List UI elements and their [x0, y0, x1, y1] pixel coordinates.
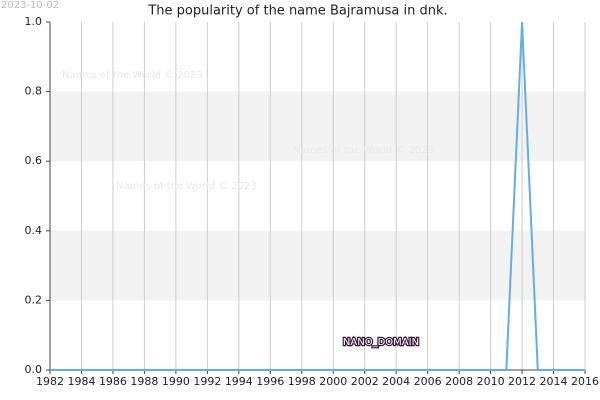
x-tick-label: 2012 [508, 375, 536, 388]
grid-band [50, 230, 585, 301]
x-tick-label: 2006 [414, 375, 442, 388]
x-tick-label: 1988 [130, 375, 158, 388]
x-tick-label: 1990 [162, 375, 190, 388]
x-tick-label: 2008 [445, 375, 473, 388]
x-tick-label: 1996 [256, 375, 284, 388]
x-tick-label: 2016 [571, 375, 599, 388]
x-tick-label: 2014 [540, 375, 568, 388]
x-tick-label: 2004 [382, 375, 410, 388]
domain-label: NANO_DOMAIN [343, 337, 419, 348]
x-tick-label: 1998 [288, 375, 316, 388]
y-tick-label: 0.0 [25, 363, 43, 376]
x-tick-label: 1992 [193, 375, 221, 388]
y-tick-label: 0.8 [25, 85, 43, 98]
y-tick-label: 0.2 [25, 293, 43, 306]
watermark: Names of the World © 2023 [293, 145, 434, 156]
y-tick-label: 1.0 [25, 15, 43, 28]
grid-band [50, 91, 585, 162]
x-tick-label: 2000 [319, 375, 347, 388]
x-tick-label: 1986 [99, 375, 127, 388]
x-tick-label: 1984 [67, 375, 95, 388]
x-tick-label: 1994 [225, 375, 253, 388]
chart-title: The popularity of the name Bajramusa in … [147, 4, 447, 19]
watermark: Names of the World © 2023 [116, 181, 257, 192]
x-tick-label: 1982 [36, 375, 64, 388]
x-tick-label: 2010 [477, 375, 505, 388]
y-tick-label: 0.4 [25, 224, 43, 237]
x-tick-label: 2002 [351, 375, 379, 388]
line [50, 21, 585, 371]
y-tick-label: 0.6 [25, 154, 43, 167]
watermark: Names of the World © 2023 [62, 70, 203, 81]
date-stamp: 2023-10-02 [1, 0, 59, 11]
